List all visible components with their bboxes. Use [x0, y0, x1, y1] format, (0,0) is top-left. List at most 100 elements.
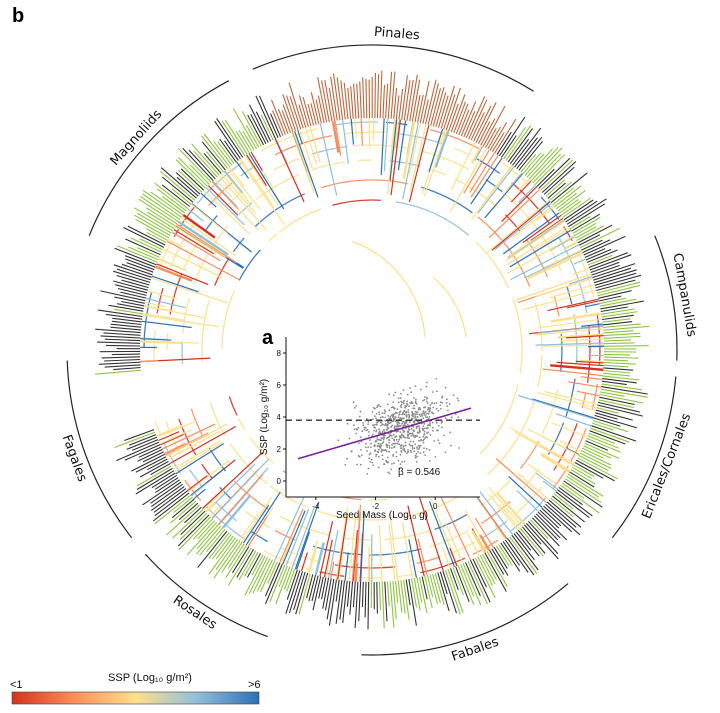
- tree-branch-arc: [519, 440, 540, 469]
- scatter-point: [387, 461, 389, 463]
- scatter-point: [392, 433, 395, 436]
- tree-branch-arc: [578, 283, 588, 314]
- tree-branch-radial: [549, 284, 595, 299]
- scatter-point: [346, 457, 348, 460]
- tree-branch-arc: [591, 383, 599, 410]
- tip-label: [463, 110, 476, 138]
- tree-branch-radial: [227, 168, 261, 210]
- scatter-point: [402, 402, 405, 405]
- tree-branch-radial: [471, 530, 486, 554]
- tip-label: [556, 489, 593, 517]
- scatter-point: [337, 439, 340, 442]
- scatter-point: [373, 445, 376, 447]
- tip-label: [282, 94, 297, 132]
- tip-label: [585, 248, 612, 261]
- tip-label: [573, 464, 595, 477]
- tree-branch-arc: [221, 290, 235, 349]
- tree-branch-radial: [474, 517, 495, 548]
- tree-branch-radial: [417, 538, 428, 576]
- tip-label: [429, 574, 439, 605]
- scatter-point: [407, 409, 410, 411]
- tip-label: [98, 361, 141, 365]
- tip-label: [186, 522, 218, 556]
- scatter-point: [392, 454, 395, 456]
- tip-label: [536, 168, 555, 187]
- scatter-point: [391, 424, 394, 427]
- tip-label: [532, 153, 561, 184]
- tip-label: [563, 199, 594, 221]
- tip-label: [244, 551, 259, 577]
- tip-label: [264, 562, 281, 597]
- tree-branch-radial: [354, 118, 358, 139]
- tree-branch-arc: [504, 214, 521, 232]
- scatter-point: [403, 413, 406, 416]
- clade-arc: [361, 583, 569, 656]
- tip-label: [566, 475, 600, 498]
- tree-branch-radial: [244, 155, 279, 206]
- scatter-point: [400, 444, 403, 446]
- tree-branch-arc: [476, 158, 501, 174]
- tip-label: [569, 216, 591, 230]
- tree-branch-radial: [402, 122, 419, 200]
- tip-label: [543, 505, 573, 533]
- tree-branch-radial: [240, 158, 275, 208]
- tip-label: [137, 247, 160, 258]
- scatter-point: [392, 394, 395, 397]
- tree-branch-radial: [578, 359, 604, 363]
- tip-label: [114, 247, 157, 266]
- scatter-point: [395, 425, 398, 428]
- scatter-point: [422, 451, 425, 454]
- tree-branch-radial: [182, 214, 216, 239]
- tree-branch-radial: [378, 524, 383, 582]
- tree-branch-radial: [428, 501, 455, 568]
- tree-branch-radial: [291, 132, 315, 193]
- scatter-point: [397, 397, 400, 399]
- scatter-point: [377, 405, 380, 407]
- tree-branch-radial: [488, 493, 519, 531]
- tip-label: [147, 211, 175, 230]
- tree-branch-arc: [182, 297, 190, 334]
- tip-label: [535, 513, 561, 539]
- scatter-point: [361, 430, 364, 433]
- tip-label: [485, 128, 497, 148]
- scatter-point: [441, 401, 444, 404]
- tip-label: [288, 82, 304, 129]
- tip-label: [598, 399, 634, 409]
- scatter-point: [408, 437, 411, 440]
- tree-branch-radial: [158, 258, 187, 272]
- tree-branch-arc: [516, 486, 543, 514]
- scatter-point: [404, 436, 406, 439]
- tip-label: [247, 114, 264, 146]
- tree-branch-radial: [535, 227, 570, 250]
- scatter-point: [409, 440, 412, 443]
- tree-branch-radial: [172, 440, 221, 470]
- scatter-point: [372, 406, 375, 409]
- tip-label: [567, 473, 604, 497]
- tip-label: [224, 140, 239, 161]
- scatter-point: [417, 409, 420, 411]
- tree-branch-radial: [200, 192, 217, 208]
- tree-branch-radial: [515, 273, 592, 301]
- scatter-point: [401, 422, 403, 425]
- scatter-point: [394, 436, 397, 438]
- scatter-point: [416, 455, 419, 458]
- tip-label: [115, 284, 148, 294]
- tip-label: [340, 80, 346, 120]
- scatter-point: [417, 451, 420, 453]
- scatter-point: [422, 428, 425, 431]
- tree-branch-radial: [576, 390, 600, 397]
- tip-label: [197, 530, 228, 569]
- tree-branch-arc: [312, 545, 362, 556]
- tip-label: [495, 545, 510, 566]
- scatter-point: [414, 456, 417, 459]
- phylogenetic-tree: [95, 70, 650, 630]
- tree-branch-radial: [223, 170, 244, 194]
- scatter-point: [375, 423, 377, 426]
- tip-label: [95, 328, 141, 334]
- tree-branch-radial: [354, 512, 361, 582]
- tree-branch-radial: [331, 121, 340, 153]
- tree-branch-arc: [431, 168, 446, 176]
- tip-label: [458, 109, 470, 136]
- scatter-point: [385, 459, 387, 462]
- tip-label: [153, 488, 187, 513]
